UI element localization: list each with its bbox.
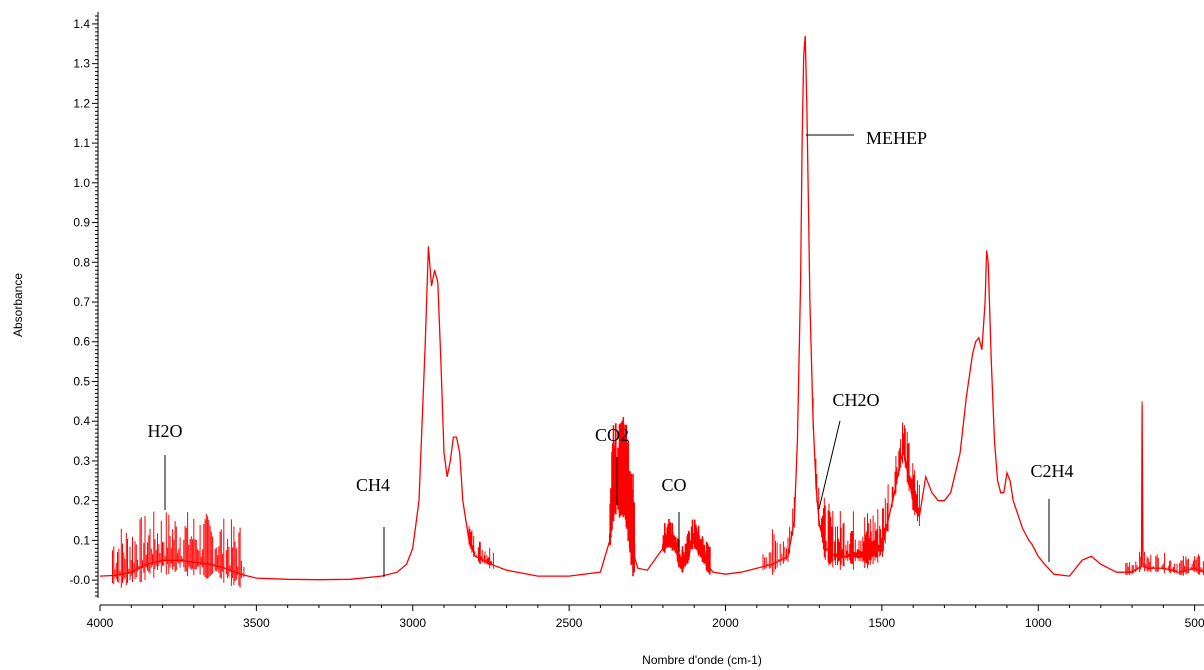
noise-band <box>662 519 711 575</box>
annotation-label: C2H4 <box>1030 461 1073 481</box>
x-ticks: 4000 3500 3000 2500 2000 1500 1000 500 <box>87 605 1204 630</box>
y-tick-label: 0.1 <box>73 533 90 547</box>
annotations: H2O CH4 CO2 CO MEHEP CH2O C2H4 <box>148 128 1074 577</box>
noise-band <box>762 496 795 575</box>
annotation-label: CH4 <box>356 475 390 495</box>
x-tick-label: 2000 <box>712 616 739 630</box>
annotation-label: CO2 <box>595 425 629 445</box>
y-tick-label: 0.2 <box>73 494 90 508</box>
annotation-label: CO <box>661 475 686 495</box>
y-tick-label: 1.3 <box>73 57 90 71</box>
x-tick-label: 1000 <box>1025 616 1052 630</box>
y-axis-title: Absorbance <box>11 273 25 337</box>
y-tick-label: 0.4 <box>73 414 90 428</box>
y-tick-label: 0.8 <box>73 255 90 269</box>
series-line <box>99 35 1204 581</box>
x-tick-label: 2500 <box>556 616 583 630</box>
annotation-label: H2O <box>148 421 183 441</box>
y-tick-label: 1.2 <box>73 96 90 110</box>
y-tick-label: 0.5 <box>73 374 90 388</box>
y-minor-ticks <box>95 15 98 597</box>
noise-band <box>112 511 245 588</box>
annotation-leader-line <box>818 420 841 510</box>
x-tick-label: 3000 <box>399 616 426 630</box>
noise-band <box>1125 401 1204 576</box>
y-tick-label: 0.3 <box>73 454 90 468</box>
noise-band <box>890 422 920 526</box>
x-tick-label: 3500 <box>243 616 270 630</box>
annotation-label: MEHEP <box>866 128 927 148</box>
x-tick-label: 1500 <box>869 616 896 630</box>
y-tick-label: 1.0 <box>73 176 90 190</box>
y-ticks: -0.0 0.1 0.2 0.3 0.4 0.5 0.6 0.7 0.8 0.9 1.0 1.1 1.2… <box>69 17 98 587</box>
y-tick-label: -0.0 <box>69 573 90 587</box>
x-axis-title: Nombre d'onde (cm-1) <box>642 653 762 667</box>
y-tick-label: 1.1 <box>73 136 90 150</box>
x-tick-label: 500 <box>1185 616 1204 630</box>
x-tick-label: 4000 <box>87 616 114 630</box>
noise-band <box>468 526 494 569</box>
y-tick-label: 0.7 <box>73 295 90 309</box>
x-minor-ticks <box>130 605 1164 608</box>
y-tick-label: 1.4 <box>73 17 90 31</box>
annotation-label: CH2O <box>832 390 879 410</box>
y-tick-label: 0.6 <box>73 335 90 349</box>
y-tick-label: 0.9 <box>73 216 90 230</box>
